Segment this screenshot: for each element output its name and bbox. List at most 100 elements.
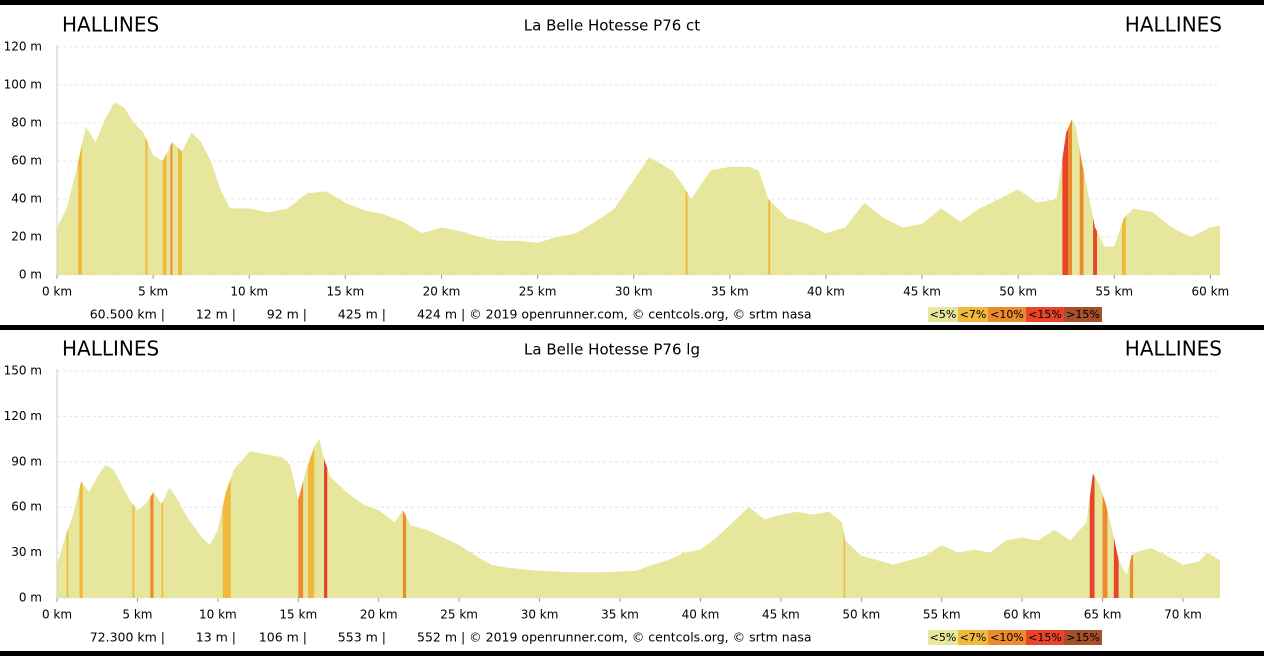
y-tick-label: 150 m <box>4 364 42 378</box>
footer-text: 424 m | © 2019 openrunner.com, © centcol… <box>417 307 812 322</box>
separator-bar <box>0 325 1264 330</box>
steep-band <box>1062 102 1069 275</box>
x-tick-label: 50 km <box>999 285 1037 299</box>
x-tick-label: 30 km <box>521 608 559 622</box>
steep-band <box>170 102 173 275</box>
y-tick-label: 40 m <box>11 192 42 206</box>
x-tick-label: 5 km <box>122 608 152 622</box>
legend-swatch <box>1026 630 1064 645</box>
legend-swatch <box>928 307 958 322</box>
x-tick-label: 50 km <box>842 608 880 622</box>
x-tick-label: 35 km <box>711 285 749 299</box>
chart-title: La Belle Hotesse P76 lg <box>524 341 700 359</box>
steep-band <box>222 439 231 598</box>
x-tick-label: 25 km <box>440 608 478 622</box>
legend-swatch <box>928 630 958 645</box>
footer-text: 552 m | © 2019 openrunner.com, © centcol… <box>417 630 812 645</box>
legend-label: >15% <box>1066 631 1100 644</box>
legend-swatch <box>988 307 1026 322</box>
x-tick-label: 70 km <box>1164 608 1202 622</box>
legend-swatch <box>958 630 988 645</box>
x-tick-label: 25 km <box>519 285 557 299</box>
y-tick-label: 20 m <box>11 230 42 244</box>
top-bar <box>0 0 1264 5</box>
steep-band <box>161 439 164 598</box>
footer-text: 106 m | <box>259 630 307 645</box>
y-tick-label: 80 m <box>11 116 42 130</box>
x-tick-label: 10 km <box>199 608 237 622</box>
footer-text: 72.300 km | <box>90 630 165 645</box>
steep-band <box>78 102 82 275</box>
y-tick-label: 0 m <box>19 591 42 605</box>
steep-band <box>66 439 69 598</box>
footer-text: 12 m | <box>196 307 236 322</box>
x-tick-label: 35 km <box>601 608 639 622</box>
x-tick-label: 55 km <box>1095 285 1133 299</box>
bottom-bar <box>0 651 1264 656</box>
steep-band <box>1129 439 1134 598</box>
y-tick-label: 60 m <box>11 500 42 514</box>
steep-band <box>178 102 182 275</box>
legend-swatch <box>1064 307 1102 322</box>
y-tick-label: 0 m <box>19 268 42 282</box>
steep-band <box>150 439 154 598</box>
chart-title: La Belle Hotesse P76 ct <box>524 17 701 35</box>
footer-text: 60.500 km | <box>90 307 165 322</box>
steep-band <box>145 102 148 275</box>
x-tick-label: 30 km <box>615 285 653 299</box>
y-tick-label: 120 m <box>4 40 42 54</box>
footer-text: 553 m | <box>338 630 386 645</box>
x-tick-label: 5 km <box>138 285 168 299</box>
elevation-area <box>57 439 1220 598</box>
x-tick-label: 60 km <box>1192 285 1230 299</box>
legend-label: <7% <box>960 631 987 644</box>
legend-label: <10% <box>990 308 1024 321</box>
start-label: HALLINES <box>62 13 159 37</box>
legend-swatch <box>1064 630 1102 645</box>
x-tick-label: 10 km <box>230 285 268 299</box>
footer-text: 425 m | <box>338 307 386 322</box>
end-label: HALLINES <box>1125 13 1222 37</box>
steep-band <box>307 439 315 598</box>
steep-band <box>324 439 328 598</box>
x-tick-label: 60 km <box>1003 608 1041 622</box>
steep-band <box>1079 102 1084 275</box>
y-tick-label: 120 m <box>4 409 42 423</box>
x-tick-label: 15 km <box>326 285 364 299</box>
legend-label: <5% <box>930 308 957 321</box>
legend-swatch <box>1026 307 1064 322</box>
y-tick-label: 100 m <box>4 78 42 92</box>
legend-label: <10% <box>990 631 1024 644</box>
steep-band <box>132 439 135 598</box>
legend-label: <5% <box>930 631 957 644</box>
x-tick-label: 15 km <box>279 608 317 622</box>
steep-band <box>79 439 83 598</box>
x-tick-label: 20 km <box>360 608 398 622</box>
end-label: HALLINES <box>1125 337 1222 361</box>
footer-text: 92 m | <box>267 307 307 322</box>
steep-band <box>1102 439 1108 598</box>
y-tick-label: 30 m <box>11 545 42 559</box>
steep-band <box>1068 102 1072 275</box>
x-tick-label: 45 km <box>903 285 941 299</box>
steep-band <box>843 439 846 598</box>
x-tick-label: 0 km <box>42 285 72 299</box>
x-tick-label: 40 km <box>807 285 845 299</box>
steep-band <box>1089 439 1095 598</box>
steep-band <box>402 439 407 598</box>
steep-band <box>1113 439 1119 598</box>
legend-label: <15% <box>1028 631 1062 644</box>
x-tick-label: 0 km <box>42 608 72 622</box>
y-tick-label: 60 m <box>11 154 42 168</box>
x-tick-label: 55 km <box>923 608 961 622</box>
x-tick-label: 65 km <box>1084 608 1122 622</box>
legend-swatch <box>958 307 988 322</box>
x-tick-label: 20 km <box>423 285 461 299</box>
x-tick-label: 45 km <box>762 608 800 622</box>
steep-band <box>768 102 771 275</box>
x-tick-label: 40 km <box>682 608 720 622</box>
y-tick-label: 90 m <box>11 454 42 468</box>
legend-label: <15% <box>1028 308 1062 321</box>
footer-text: 13 m | <box>196 630 236 645</box>
